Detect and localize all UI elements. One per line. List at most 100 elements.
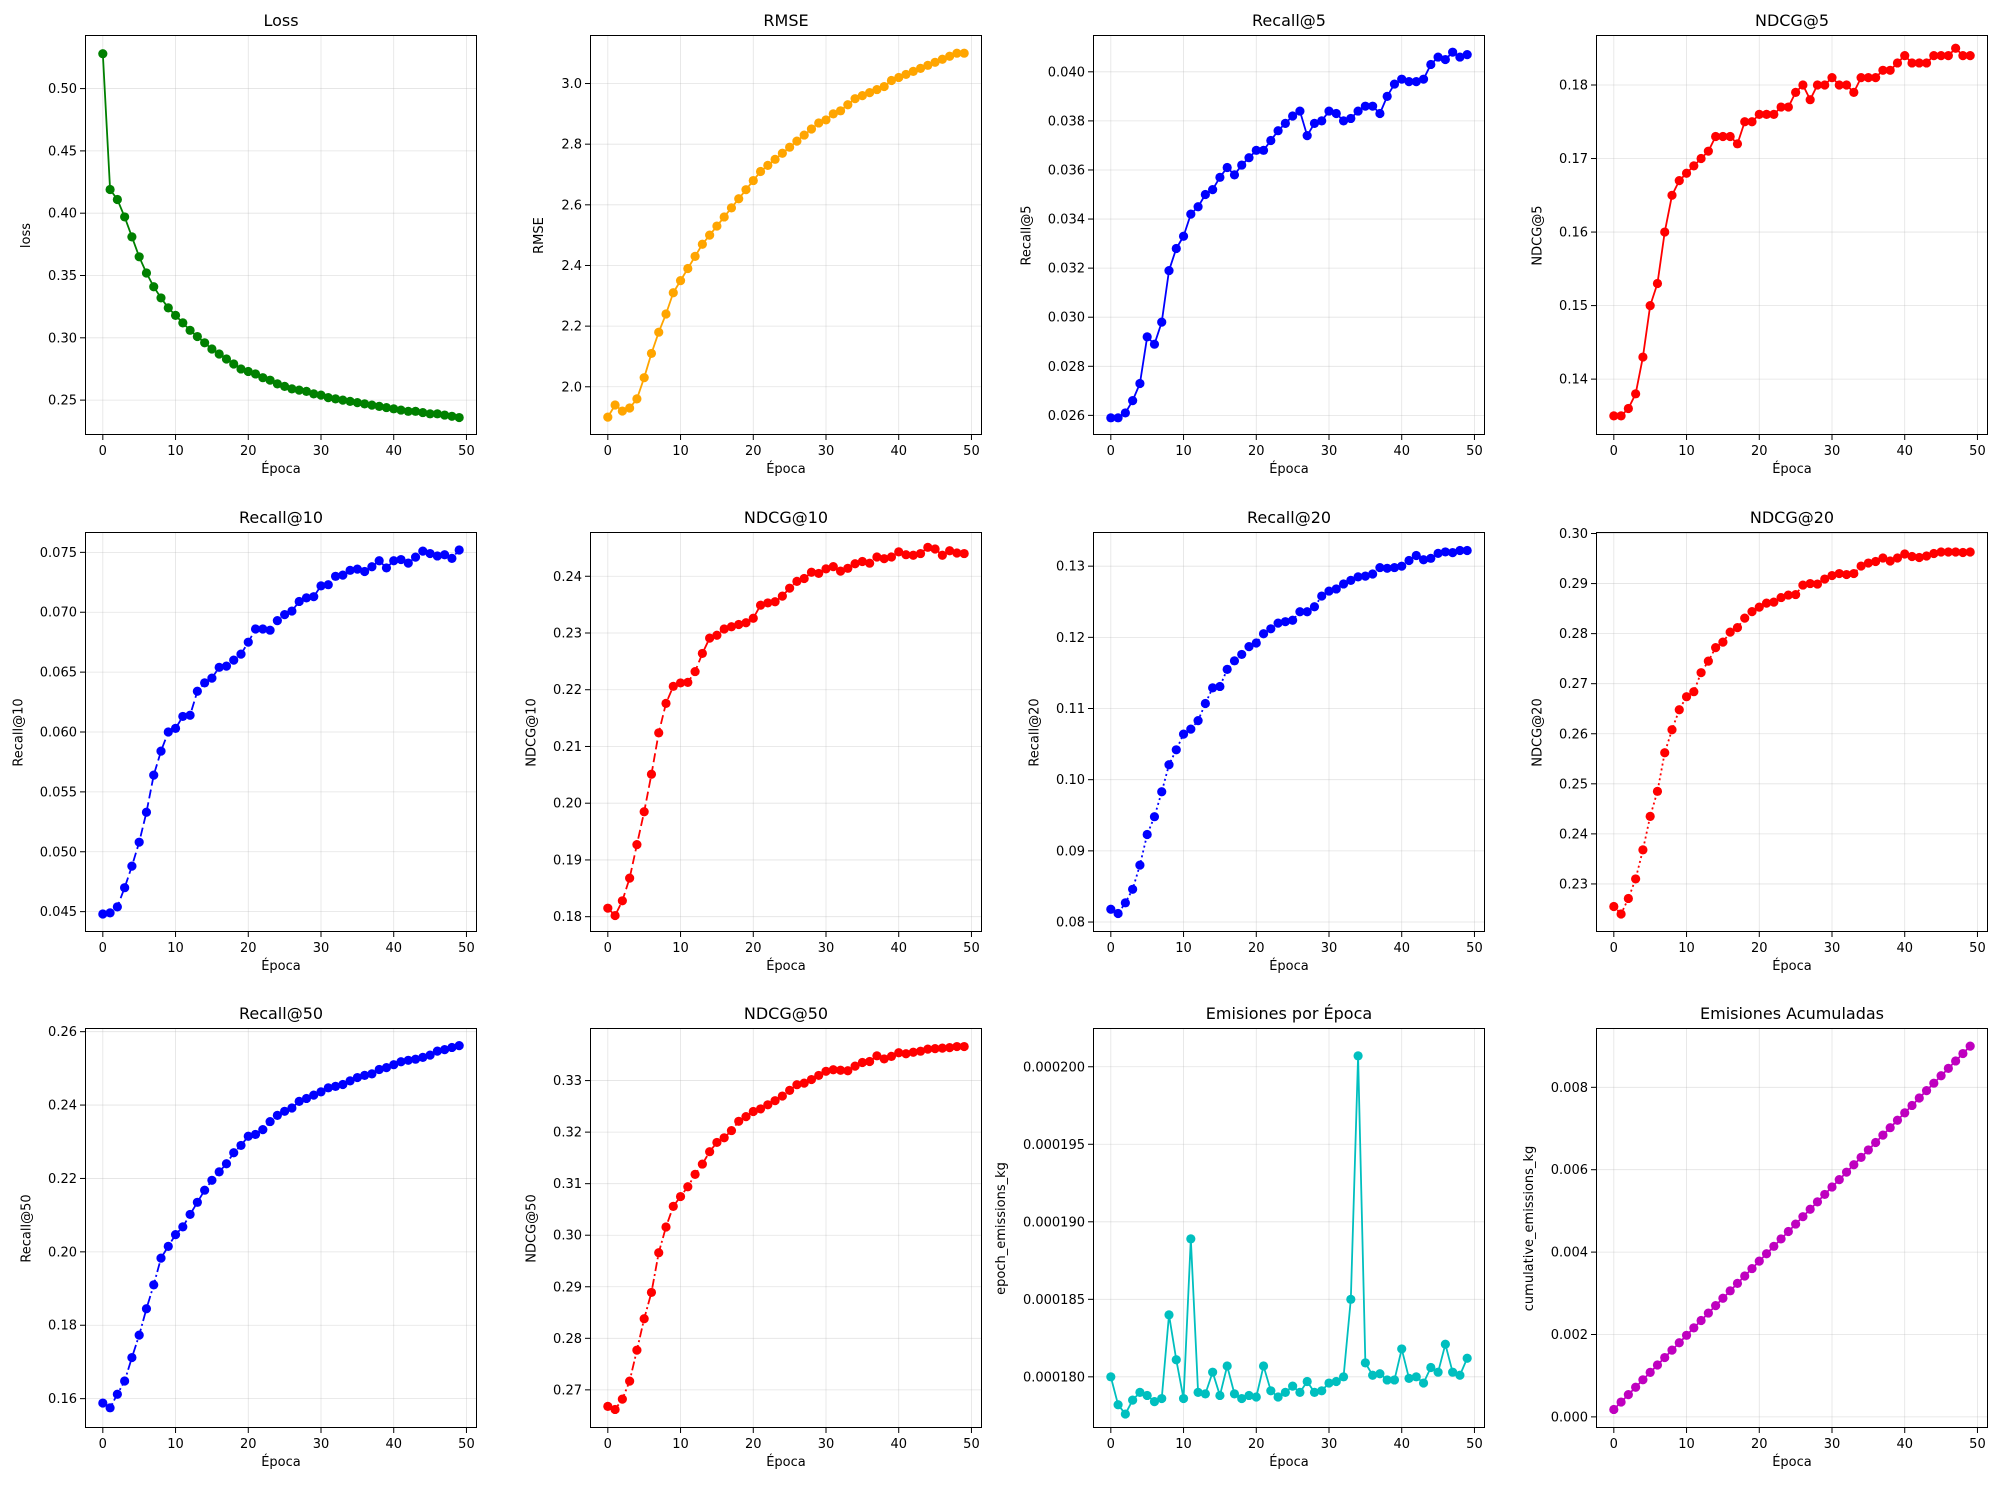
y-tick-label: 0.28 <box>553 1332 582 1347</box>
data-point <box>1288 111 1298 121</box>
data-point <box>1404 77 1414 87</box>
data-point <box>360 566 370 577</box>
x-axis-label: Época <box>766 959 806 974</box>
data-point <box>894 72 904 83</box>
x-tick-label: 10 <box>672 444 689 459</box>
data-point <box>1353 572 1363 582</box>
data-point <box>1368 569 1378 579</box>
data-point <box>1761 1249 1772 1259</box>
data-point <box>1331 584 1341 594</box>
data-point <box>170 310 181 320</box>
chart-plot-area: 0 10 20 30 40 50 0.18 0.19 0.20 0.21 0.22 0.23 0.24 <box>553 532 982 956</box>
data-point <box>1171 1355 1181 1365</box>
data-point <box>1251 145 1261 155</box>
data-point <box>1951 1056 1961 1066</box>
data-point <box>1382 91 1392 101</box>
data-point <box>1812 1197 1823 1207</box>
data-point <box>1609 1404 1619 1415</box>
data-point <box>1193 716 1203 726</box>
data-point <box>1725 131 1735 142</box>
chart-plot-area: 0 10 20 30 40 50 0.14 0.15 0.16 0.17 0.18 <box>1559 35 1988 459</box>
x-tick-label: 30 <box>1321 1437 1338 1452</box>
x-tick-label: 50 <box>1466 941 1483 956</box>
data-point <box>1740 1271 1750 1281</box>
data-point <box>280 610 290 620</box>
y-tick-label: 0.11 <box>1056 702 1085 717</box>
data-point <box>141 268 152 278</box>
data-point <box>1798 80 1808 90</box>
data-point <box>1229 1389 1240 1399</box>
data-point <box>105 1403 115 1413</box>
data-point <box>886 1051 897 1061</box>
data-point <box>1106 1372 1116 1382</box>
data-point <box>1157 787 1167 797</box>
data-point <box>1921 551 1932 561</box>
data-point <box>1776 592 1786 603</box>
y-tick-label: 0.22 <box>48 1172 77 1187</box>
data-point <box>367 1069 377 1079</box>
data-point <box>403 1055 413 1065</box>
data-point <box>1951 547 1961 557</box>
data-point <box>639 1314 649 1324</box>
data-point <box>661 698 671 708</box>
data-point <box>610 1404 620 1415</box>
y-tick-label: 0.23 <box>1559 877 1588 892</box>
data-point <box>843 563 853 573</box>
x-tick-label: 10 <box>1678 444 1695 459</box>
data-point <box>207 344 217 354</box>
data-point <box>675 1191 686 1202</box>
data-point <box>1681 168 1692 178</box>
data-point <box>1820 574 1830 584</box>
data-point <box>901 1049 911 1059</box>
data-point <box>1360 1358 1370 1368</box>
x-tick-label: 20 <box>745 444 762 459</box>
data-point <box>777 591 787 601</box>
data-point <box>1965 1041 1975 1051</box>
data-point <box>1171 243 1181 254</box>
y-tick-label: 0.12 <box>1056 631 1085 646</box>
data-point <box>654 327 664 337</box>
data-point <box>200 338 210 348</box>
data-point <box>1703 1308 1713 1318</box>
data-point <box>447 411 457 421</box>
x-tick-label: 40 <box>890 941 907 956</box>
y-tick-label: 0.25 <box>1559 777 1588 792</box>
data-point <box>185 1209 195 1220</box>
data-point <box>690 251 700 261</box>
data-point <box>1462 1353 1472 1363</box>
data-point <box>243 366 253 377</box>
x-tick-label: 20 <box>745 1437 762 1452</box>
x-tick-label: 50 <box>1466 444 1483 459</box>
data-point <box>1120 898 1130 908</box>
x-tick-label: 40 <box>1896 1437 1913 1452</box>
data-point <box>1164 760 1174 770</box>
y-tick-label: 0.21 <box>553 740 582 755</box>
data-point <box>632 1345 642 1355</box>
data-point <box>1834 1174 1844 1185</box>
y-axis-label: RMSE <box>532 216 548 254</box>
x-axis-label: Época <box>1269 1455 1309 1470</box>
data-point <box>323 393 333 403</box>
data-point <box>908 550 918 560</box>
data-point <box>879 554 889 564</box>
y-tick-label: 0.26 <box>48 1025 77 1040</box>
data-point <box>843 100 853 110</box>
x-tick-label: 50 <box>458 444 475 459</box>
y-tick-label: 0.08 <box>1056 916 1085 931</box>
data-point <box>915 63 926 73</box>
data-point <box>1266 624 1276 634</box>
data-point <box>338 395 348 405</box>
data-point <box>1237 160 1247 170</box>
x-tick-label: 30 <box>1321 444 1338 459</box>
data-point <box>945 1042 955 1053</box>
y-tick-label: 0.075 <box>40 546 77 561</box>
data-point <box>1375 1369 1385 1379</box>
data-point <box>792 136 802 146</box>
data-point <box>425 409 435 419</box>
y-tick-label: 0.15 <box>1559 299 1588 314</box>
data-point <box>646 1287 657 1298</box>
data-point <box>272 616 282 626</box>
data-point <box>748 1106 758 1117</box>
data-point <box>1309 602 1320 612</box>
data-point <box>1389 562 1400 573</box>
